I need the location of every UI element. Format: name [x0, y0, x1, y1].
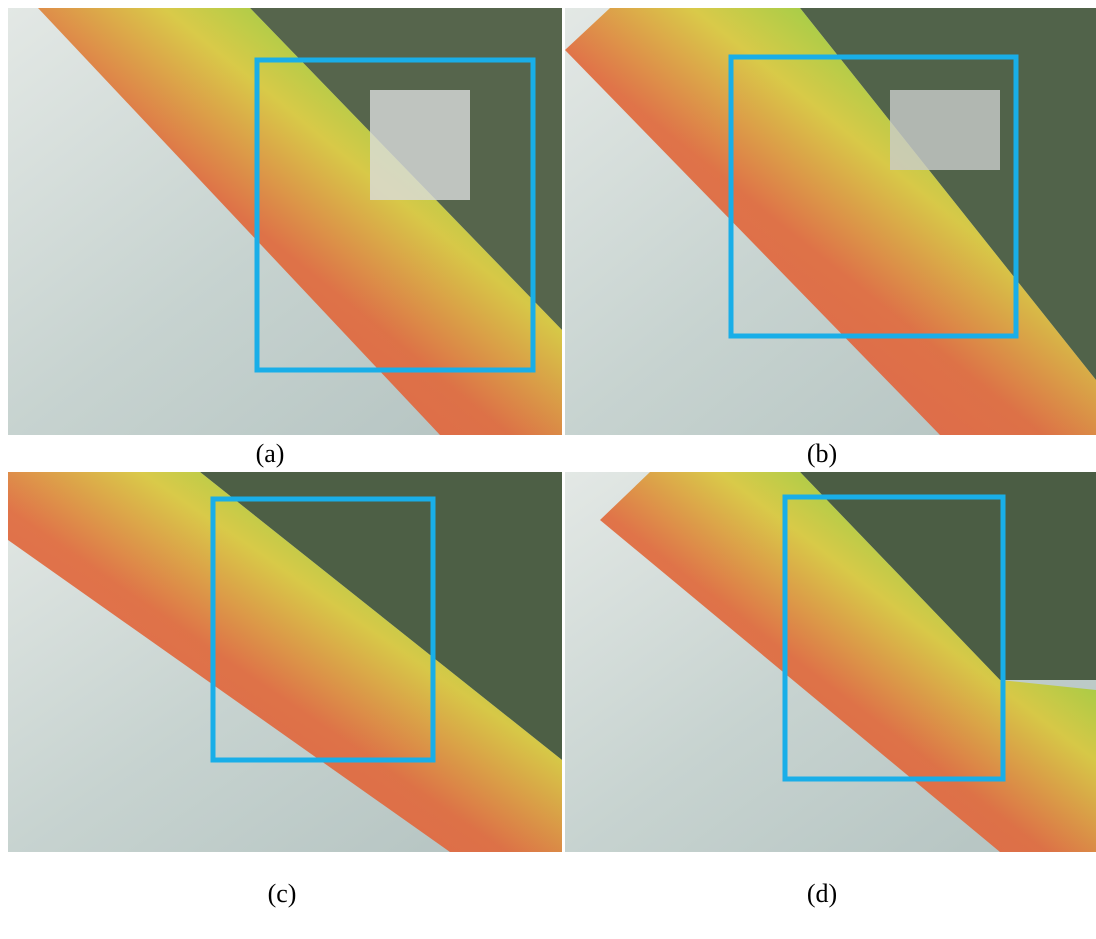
panel-c: [8, 472, 562, 852]
caption: (a): [256, 439, 285, 468]
figure: (a) (b) (c) (d): [0, 0, 1096, 939]
panel-d: [565, 472, 1096, 852]
caption: (c): [268, 879, 297, 908]
caption: (d): [807, 879, 837, 908]
caption: (b): [807, 439, 837, 468]
